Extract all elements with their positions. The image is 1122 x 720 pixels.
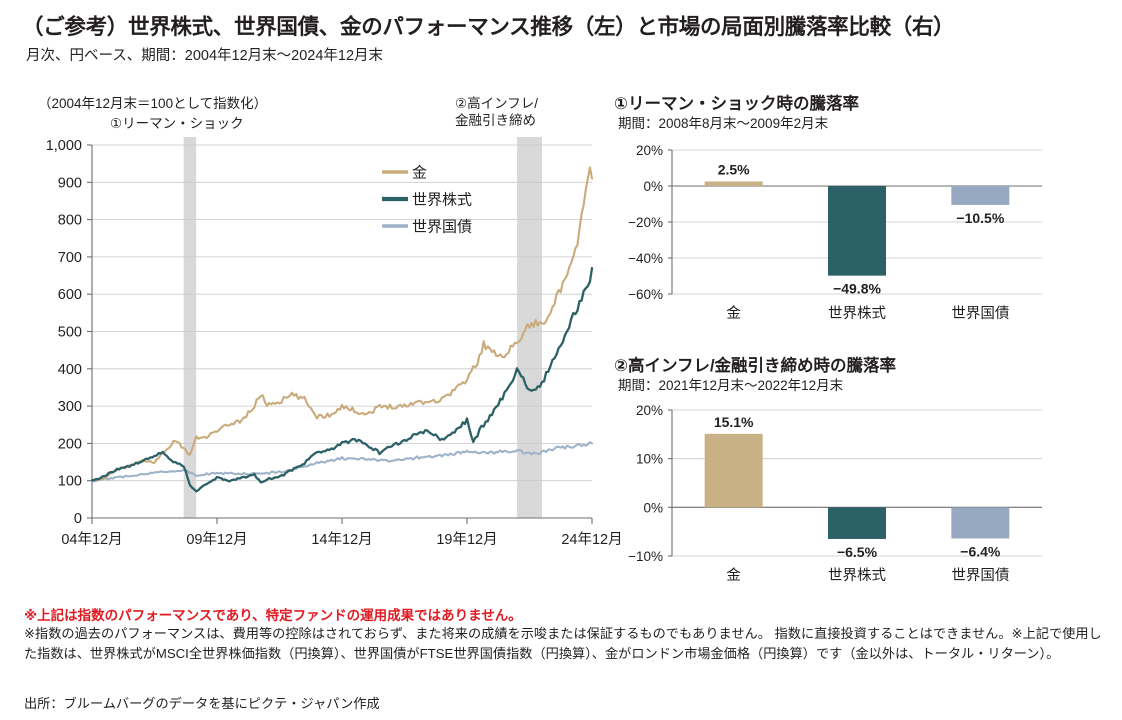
bar-category-label-0: 金 [726, 567, 741, 584]
y-axis-label: 700 [58, 250, 82, 266]
x-axis-label: 09年12月 [186, 531, 247, 548]
bar-value-label-0: 2.5% [718, 162, 750, 178]
bar-y-axis-label: 0% [643, 179, 663, 194]
bar-2 [951, 507, 1010, 539]
bar-category-label-2: 世界国債 [951, 305, 1009, 322]
bar-y-axis-label: 10% [636, 452, 663, 467]
shaded-period-1 [183, 137, 197, 518]
y-axis-label: 200 [58, 436, 82, 452]
y-axis-label: 600 [58, 287, 82, 303]
bar-value-label-0: 15.1% [714, 414, 754, 430]
legend-label-1: 世界株式 [412, 192, 472, 209]
y-axis-label: 800 [58, 213, 82, 229]
bar-0 [704, 433, 763, 508]
bar-value-label-1: −6.5% [837, 544, 878, 560]
bar-value-label-2: −6.4% [960, 543, 1001, 559]
y-axis-label: 0 [74, 511, 82, 527]
bar-chart-1-subtitle: 期間：2008年8月末〜2009年2月末 [618, 116, 829, 131]
bar-chart-2-subtitle: 期間：2021年12月末〜2022年12月末 [618, 378, 844, 393]
bar-2 [951, 186, 1010, 205]
bar-value-label-2: −10.5% [956, 210, 1004, 226]
bar-category-label-1: 世界株式 [828, 305, 886, 322]
footnote-body: ※指数の過去のパフォーマンスは、費用等の控除はされておらず、また将来の成績を示唆… [24, 626, 1102, 662]
legend-label-0: 金 [412, 165, 427, 182]
page-title: （ご参考）世界株式、世界国債、金のパフォーマンス推移（左）と市場の局面別騰落率比… [22, 15, 955, 39]
y-axis-label: 400 [58, 362, 82, 378]
line-chart-annotation-lehman: ①リーマン・ショック [110, 116, 244, 131]
bar-y-axis-label: −10% [628, 549, 663, 564]
y-axis-label: 1,000 [46, 138, 82, 154]
bar-value-label-1: −49.8% [833, 281, 881, 297]
bar-y-axis-label: 20% [636, 403, 663, 418]
annotation-inflation-line1: ②高インフレ/ [455, 96, 538, 111]
line-chart-index-note: （2004年12月末＝100として指数化） [38, 96, 268, 111]
bar-y-axis-label: 0% [643, 500, 663, 515]
bar-y-axis-label: −40% [628, 251, 663, 266]
bar-1 [828, 507, 886, 539]
page-subtitle: 月次、円ベース、期間：2004年12月末〜2024年12月末 [26, 48, 384, 64]
y-axis-label: 100 [58, 474, 82, 490]
line-series-bond [90, 441, 594, 483]
bar-category-label-1: 世界株式 [828, 567, 886, 584]
legend-label-2: 世界国債 [412, 219, 472, 236]
x-axis-label: 04年12月 [61, 531, 122, 548]
annotation-inflation-line2: 金融引き締め [455, 113, 536, 129]
footnote-warning: ※上記は指数のパフォーマンスであり、特定ファンドの運用成果ではありません。 [24, 608, 522, 623]
y-axis-label: 500 [58, 325, 82, 341]
bar-category-label-0: 金 [726, 305, 741, 322]
bar-category-label-2: 世界国債 [951, 567, 1009, 584]
x-axis-label: 14年12月 [311, 531, 372, 548]
line-series-equity [90, 266, 594, 493]
x-axis-label: 24年12月 [561, 531, 622, 548]
y-axis-label: 300 [58, 399, 82, 415]
x-axis-label: 19年12月 [436, 531, 497, 548]
bar-y-axis-label: 20% [636, 143, 663, 158]
bar-y-axis-label: −60% [628, 287, 663, 302]
bar-chart-2-title: ②高インフレ/金融引き締め時の騰落率 [614, 357, 897, 375]
line-series-gold [90, 166, 594, 482]
footnote-source: 出所：ブルームバーグのデータを基にピクテ・ジャパン作成 [24, 696, 380, 711]
bar-y-axis-label: −20% [628, 215, 663, 230]
bar-1 [828, 186, 886, 276]
y-axis-label: 900 [58, 175, 82, 191]
line-chart-annotation-inflation: ②高インフレ/ 金融引き締め [455, 95, 538, 130]
bar-chart-1-title: ①リーマン・ショック時の騰落率 [614, 95, 859, 113]
bar-0 [704, 181, 763, 186]
